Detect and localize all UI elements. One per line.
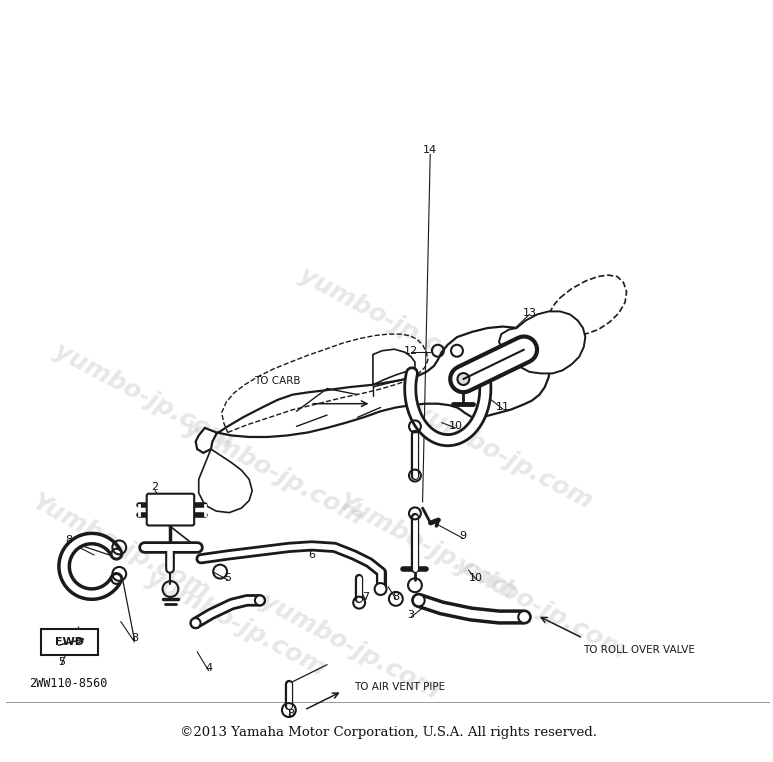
Text: 10: 10 bbox=[448, 421, 462, 431]
Text: 4: 4 bbox=[205, 664, 213, 674]
Text: 8: 8 bbox=[287, 709, 294, 719]
Circle shape bbox=[111, 574, 121, 584]
Text: TO ROLL OVER VALVE: TO ROLL OVER VALVE bbox=[583, 645, 695, 655]
Circle shape bbox=[518, 611, 530, 623]
Circle shape bbox=[458, 373, 469, 385]
Text: 8: 8 bbox=[65, 535, 73, 545]
Polygon shape bbox=[199, 449, 252, 513]
Text: yukbo-jp.com: yukbo-jp.com bbox=[451, 552, 631, 663]
Text: 11: 11 bbox=[495, 402, 510, 412]
Text: 5: 5 bbox=[58, 658, 65, 668]
Text: Yumbo-jp.com: Yumbo-jp.com bbox=[28, 490, 214, 604]
Text: 7: 7 bbox=[362, 591, 369, 601]
Text: yumbo-jp.com: yumbo-jp.com bbox=[257, 588, 444, 703]
Polygon shape bbox=[499, 312, 585, 373]
Text: 14: 14 bbox=[423, 146, 438, 155]
Text: 9: 9 bbox=[459, 531, 467, 541]
Text: 3: 3 bbox=[407, 610, 414, 620]
Text: yumbo-jp.com: yumbo-jp.com bbox=[50, 339, 237, 453]
Circle shape bbox=[375, 583, 386, 595]
Text: Yumbo-jp.com: Yumbo-jp.com bbox=[333, 490, 519, 604]
Text: yumbo-jp.com: yumbo-jp.com bbox=[141, 565, 329, 680]
Text: 8: 8 bbox=[392, 591, 400, 601]
Circle shape bbox=[111, 549, 121, 559]
Circle shape bbox=[413, 594, 424, 607]
Text: FWD: FWD bbox=[55, 637, 84, 647]
Text: 5: 5 bbox=[224, 573, 231, 583]
Text: 10: 10 bbox=[469, 573, 483, 583]
Text: 13: 13 bbox=[523, 308, 536, 318]
Text: TO CARB: TO CARB bbox=[254, 376, 301, 386]
Text: yumbo-jp.com: yumbo-jp.com bbox=[409, 399, 597, 514]
FancyBboxPatch shape bbox=[41, 629, 98, 655]
Text: yumbo-jp.com: yumbo-jp.com bbox=[295, 263, 482, 378]
Text: 2: 2 bbox=[152, 482, 158, 492]
Text: ©2013 Yamaha Motor Corporation, U.S.A. All rights reserved.: ©2013 Yamaha Motor Corporation, U.S.A. A… bbox=[179, 726, 597, 739]
Text: 12: 12 bbox=[404, 346, 418, 356]
Polygon shape bbox=[196, 327, 550, 453]
Text: 8: 8 bbox=[131, 633, 138, 643]
Circle shape bbox=[255, 595, 265, 605]
FancyBboxPatch shape bbox=[147, 494, 194, 526]
Text: 2WW110-8560: 2WW110-8560 bbox=[29, 677, 107, 690]
Text: yumbo-jp.com: yumbo-jp.com bbox=[180, 415, 367, 529]
Text: 6: 6 bbox=[308, 550, 315, 560]
Text: TO AIR VENT PIPE: TO AIR VENT PIPE bbox=[354, 682, 445, 693]
Circle shape bbox=[191, 618, 201, 628]
Polygon shape bbox=[550, 275, 627, 335]
